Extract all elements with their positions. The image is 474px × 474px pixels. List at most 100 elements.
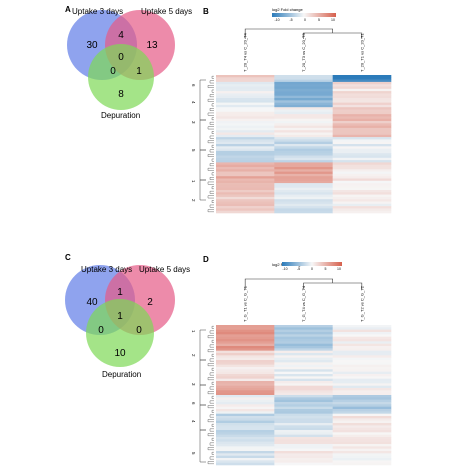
heatmap-cell [216, 383, 275, 386]
heatmap-cell [332, 162, 392, 165]
row-dendrogram-branch [209, 108, 214, 111]
row-dendrogram-branch [207, 167, 214, 171]
row-dendrogram-branch [211, 339, 214, 343]
heatmap-cell [216, 121, 275, 124]
heatmap-cell [332, 437, 392, 440]
heatmap-cell [332, 109, 392, 113]
heatmap-cell [332, 153, 392, 156]
venn-c-count-only-3d: 40 [86, 297, 98, 308]
legend-tick-label: -10 [282, 267, 287, 271]
heatmap-cell [332, 157, 392, 161]
heatmap-cell [216, 346, 275, 349]
heatmap-cell [216, 420, 275, 424]
heatmap-cell [274, 155, 333, 159]
legend-tick-label: 5 [318, 18, 320, 22]
heatmap-cell [274, 208, 333, 211]
heatmap-cell [216, 81, 275, 85]
heatmap-cell [274, 121, 333, 124]
venn-c-label-5d: Uptake 5 days [139, 265, 190, 274]
heatmap-cell [216, 180, 275, 184]
panel-a-venn: A Uptake 3 days Uptake 5 days Depuration… [65, 5, 192, 120]
heatmap-cell [332, 411, 392, 414]
heatmap-cell [274, 171, 333, 175]
heatmap-cell [274, 123, 333, 126]
row-dendrogram-branch [199, 384, 206, 406]
heatmap-cell [274, 362, 333, 365]
heatmap-cell [274, 146, 333, 149]
row-cluster-label: 6 [191, 402, 196, 405]
heatmap-cell [332, 374, 392, 377]
heatmap-cell [216, 357, 275, 361]
heatmap-cell [216, 409, 275, 412]
heatmap-cell [216, 132, 275, 136]
heatmap-cell [274, 125, 333, 129]
heatmap-cell [274, 185, 333, 188]
heatmap-cell [274, 91, 333, 94]
heatmap-cell [274, 381, 333, 384]
row-dendrogram-branch [209, 400, 214, 404]
venn-c-count-3d-5d: 1 [117, 287, 123, 298]
row-dendrogram-branch [207, 405, 214, 409]
heatmap-cell [274, 137, 333, 140]
heatmap-cell [274, 453, 333, 456]
heatmap-cell [216, 388, 275, 391]
heatmap-cell [216, 91, 275, 94]
heatmap-cell [332, 341, 392, 344]
heatmap-cell [332, 339, 392, 342]
venn-a-count-5d-dep: 1 [136, 66, 142, 77]
heatmap-cell [274, 86, 333, 90]
venn-a-count-only-5d: 13 [146, 40, 158, 51]
row-cluster-label: 2 [191, 354, 196, 357]
heatmap-cell [274, 383, 333, 386]
heatmap-cell [216, 109, 275, 113]
heatmap-cell [274, 439, 333, 442]
heatmap-cell [216, 441, 275, 445]
row-dendrogram-branch [209, 372, 214, 376]
heatmap-cell [216, 167, 275, 170]
row-cluster-label: 4 [191, 420, 196, 423]
heatmap-cell [332, 171, 392, 175]
heatmap-cell [332, 95, 392, 99]
heatmap-cell [274, 388, 333, 391]
row-dendrogram-branch [211, 172, 214, 176]
heatmap-cell [332, 118, 392, 122]
heatmap-cell [274, 376, 333, 379]
heatmap-cell [274, 341, 333, 344]
heatmap-cell [216, 127, 275, 131]
heatmap-cell [216, 196, 275, 200]
heatmap-cell [332, 107, 392, 110]
heatmap-cell [216, 378, 275, 382]
heatmap-cell [216, 153, 275, 156]
heatmap-cell [274, 93, 333, 96]
panel-d-row-dendrogram [199, 325, 214, 465]
heatmap-cell [274, 325, 333, 328]
heatmap-cell [332, 86, 392, 90]
heatmap-cell [332, 404, 392, 407]
column-label: T_G_T1 vs C_G_T1 [243, 285, 248, 322]
row-dendrogram-branch [211, 75, 214, 79]
row-cluster-label: 1 [191, 180, 196, 183]
row-dendrogram-branch [199, 119, 206, 151]
heatmap-cell [216, 458, 275, 461]
heatmap-cell [332, 201, 392, 205]
heatmap-cell [274, 199, 333, 202]
heatmap-cell [216, 185, 275, 188]
row-dendrogram-branch [207, 391, 214, 395]
venn-a-count-3d-5d: 4 [118, 30, 124, 41]
heatmap-cell [216, 187, 275, 191]
heatmap-cell [274, 395, 333, 398]
heatmap-cell [274, 369, 333, 372]
heatmap-cell [216, 157, 275, 161]
heatmap-cell [216, 339, 275, 342]
heatmap-cell [332, 406, 392, 410]
heatmap-cell [274, 327, 333, 330]
heatmap-cell [332, 462, 392, 466]
heatmap-cell [332, 346, 392, 349]
heatmap-cell [274, 132, 333, 136]
heatmap-cell [216, 111, 275, 115]
row-dendrogram-branch [199, 179, 206, 201]
heatmap-cell [274, 385, 333, 389]
row-cluster-label: 3 [191, 121, 196, 124]
heatmap-cell [274, 367, 333, 370]
heatmap-cell [332, 206, 392, 209]
